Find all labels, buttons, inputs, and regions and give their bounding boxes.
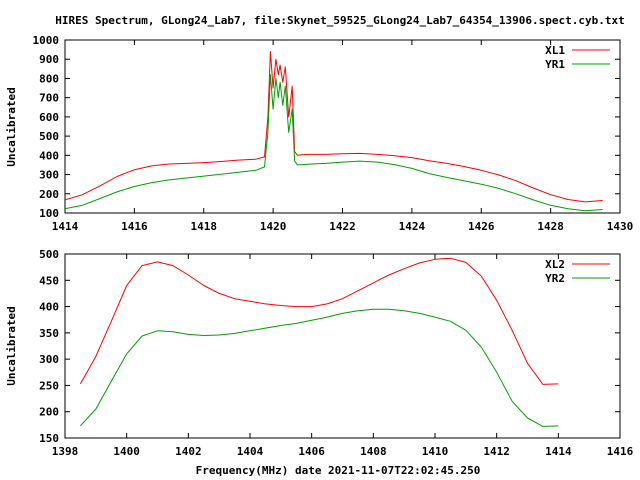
bottom-x-axis-label: Frequency(MHz) date 2021-11-07T22:02:45.… [196, 464, 481, 477]
top-y-tick-label: 100 [39, 207, 59, 220]
bottom-x-tick-label: 1400 [113, 445, 140, 458]
top-legend-label-yr1: YR1 [545, 58, 565, 71]
top-series-yr1-line [64, 74, 603, 212]
top-y-tick-label: 300 [39, 169, 59, 182]
bottom-series-yr2-line [80, 308, 559, 427]
bottom-x-tick-label: 1406 [298, 445, 325, 458]
bottom-x-tick-label: 1398 [52, 445, 79, 458]
top-x-tick-label: 1424 [399, 220, 426, 233]
top-x-tick-label: 1430 [607, 220, 634, 233]
bottom-plot-frame [64, 253, 621, 439]
top-y-tick-label: 1000 [33, 34, 60, 47]
bottom-series-xl2-line [79, 257, 559, 385]
bottom-x-tick-label: 1410 [422, 445, 449, 458]
bottom-x-tick-label: 1404 [237, 445, 264, 458]
bottom-y-tick-label: 300 [39, 353, 59, 366]
bottom-x-tick-label: 1402 [175, 445, 202, 458]
top-series-xl1-line [64, 51, 603, 203]
top-x-tick-label: 1414 [52, 220, 79, 233]
top-x-tick-label: 1418 [191, 220, 218, 233]
top-x-tick-label: 1428 [537, 220, 564, 233]
bottom-x-tick-label: 1408 [360, 445, 387, 458]
bottom-y-axis-label: Uncalibrated [5, 306, 18, 385]
top-y-tick-label: 700 [39, 92, 59, 105]
top-x-tick-label: 1426 [468, 220, 495, 233]
top-y-tick-label: 800 [39, 72, 59, 85]
top-x-tick-label: 1422 [329, 220, 356, 233]
top-y-tick-label: 400 [39, 149, 59, 162]
bottom-y-tick-label: 250 [39, 379, 59, 392]
top-y-tick-label: 900 [39, 53, 59, 66]
bottom-legend-label-yr2: YR2 [545, 272, 565, 285]
bottom-legend-label-xl2: XL2 [545, 258, 565, 271]
top-y-tick-label: 500 [39, 130, 59, 143]
bottom-y-tick-label: 200 [39, 406, 59, 419]
top-legend-label-xl1: XL1 [545, 44, 565, 57]
bottom-x-tick-label: 1414 [545, 445, 572, 458]
bottom-y-tick-label: 150 [39, 432, 59, 445]
bottom-spectrum-panel: Uncalibrated 1398 1400 1402 1404 1406 1408 141… [5, 248, 634, 458]
bottom-x-tick-label: 1416 [607, 445, 634, 458]
bottom-x-tick-label: 1412 [483, 445, 510, 458]
top-x-tick-label: 1420 [260, 220, 287, 233]
top-plot-frame [64, 39, 621, 214]
top-x-tick-label: 1416 [121, 220, 148, 233]
bottom-y-tick-label: 500 [39, 248, 59, 261]
top-spectrum-panel: Uncalibrated 1414 1416 1418 1420 1422 1424 142… [5, 34, 633, 233]
bottom-y-tick-label: 450 [39, 274, 59, 287]
bottom-y-tick-label: 400 [39, 301, 59, 314]
top-y-axis-label: Uncalibrated [5, 87, 18, 166]
bottom-y-tick-label: 350 [39, 327, 59, 340]
figure-title: HIRES Spectrum, GLong24_Lab7, file:Skyne… [55, 14, 625, 27]
top-y-tick-label: 200 [39, 188, 59, 201]
top-y-tick-label: 600 [39, 111, 59, 124]
